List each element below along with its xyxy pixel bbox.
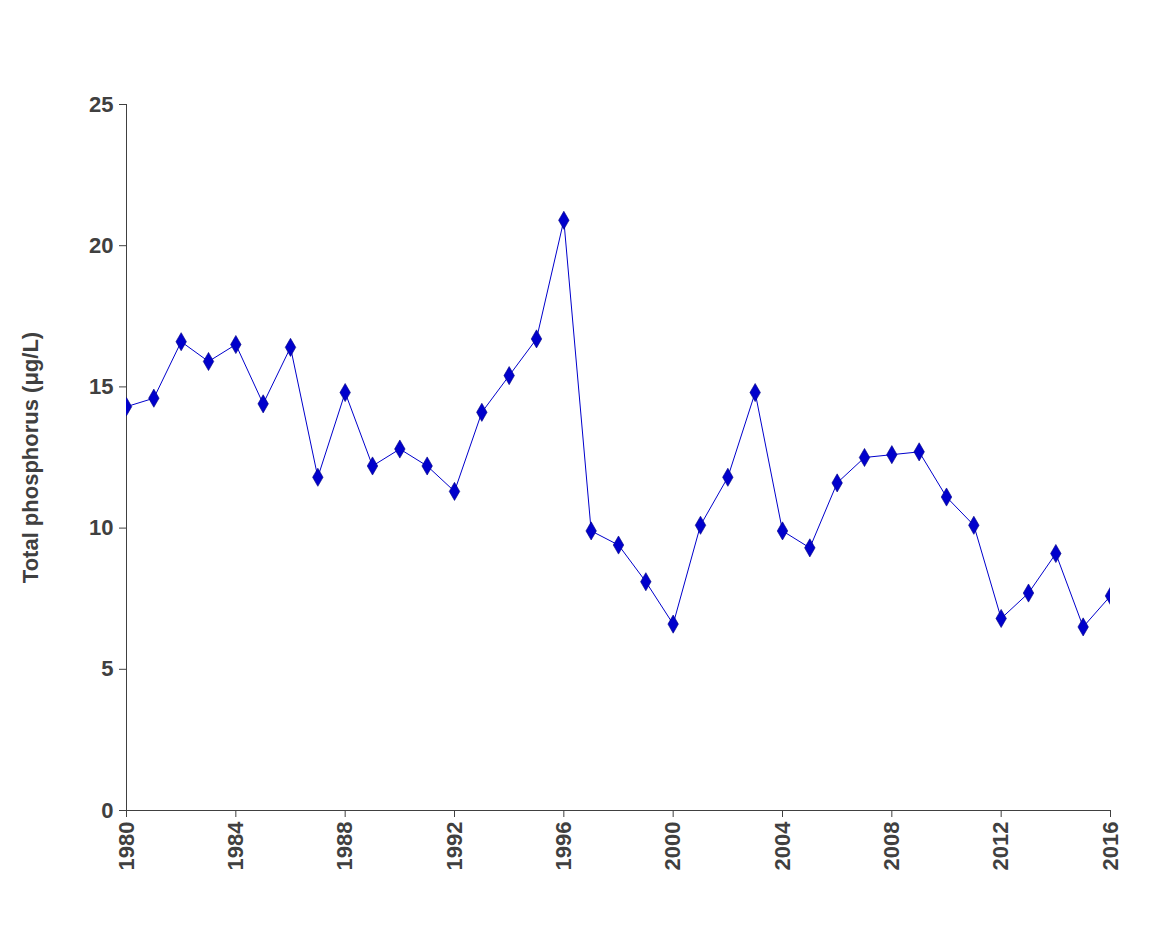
svg-text:1988: 1988	[332, 822, 357, 871]
svg-text:2000: 2000	[660, 822, 685, 871]
svg-text:2008: 2008	[879, 822, 904, 871]
svg-text:2016: 2016	[1098, 822, 1123, 871]
svg-text:1980: 1980	[114, 822, 139, 871]
svg-text:2012: 2012	[988, 822, 1013, 871]
svg-text:Total phosphorus (μg/L): Total phosphorus (μg/L)	[18, 332, 43, 583]
svg-text:0: 0	[101, 798, 113, 823]
svg-text:10: 10	[89, 515, 113, 540]
svg-text:1984: 1984	[223, 821, 248, 871]
svg-text:20: 20	[89, 233, 113, 258]
svg-text:15: 15	[89, 374, 113, 399]
svg-text:1992: 1992	[442, 822, 467, 871]
svg-text:25: 25	[89, 92, 113, 117]
svg-text:2004: 2004	[770, 821, 795, 871]
svg-text:5: 5	[101, 656, 113, 681]
svg-text:1996: 1996	[551, 822, 576, 871]
